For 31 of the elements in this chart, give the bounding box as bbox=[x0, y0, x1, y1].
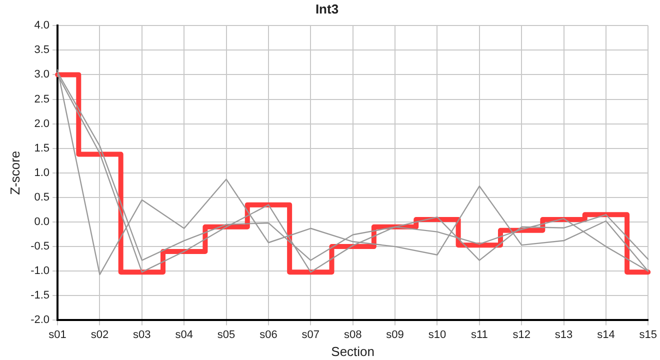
x-tick-label: s01 bbox=[48, 328, 66, 341]
x-axis-title: Section bbox=[331, 344, 375, 359]
x-tick-label: s04 bbox=[175, 328, 193, 341]
x-tick-label: s13 bbox=[554, 328, 573, 341]
y-tick-label: 3.5 bbox=[34, 44, 50, 56]
y-axis-title: Z-score bbox=[7, 150, 22, 195]
x-tick-label: s06 bbox=[260, 328, 278, 341]
x-tick-label: s15 bbox=[639, 328, 658, 341]
x-tick-label: s02 bbox=[90, 328, 109, 341]
y-tick-label: 2.5 bbox=[34, 93, 50, 106]
y-tick-label: -0.5 bbox=[30, 240, 50, 253]
y-tick-label: 2.0 bbox=[34, 118, 50, 130]
x-tick-label: s08 bbox=[344, 328, 362, 341]
x-tick-label: s03 bbox=[133, 328, 151, 341]
y-tick-label: 3.0 bbox=[34, 68, 50, 81]
y-tick-label: 0.5 bbox=[34, 191, 50, 204]
y-tick-label: 0.0 bbox=[34, 216, 50, 228]
chart-title: Int3 bbox=[315, 1, 339, 16]
y-tick-label: 4.0 bbox=[34, 20, 50, 32]
y-tick-label: -1.0 bbox=[30, 265, 50, 278]
x-tick-label: s14 bbox=[597, 328, 615, 341]
x-tick-label: s10 bbox=[428, 328, 446, 341]
y-tick-label: 1.5 bbox=[34, 142, 50, 154]
x-tick-label: s07 bbox=[302, 328, 320, 341]
y-tick-label: 1.0 bbox=[34, 166, 50, 179]
x-tick-label: s12 bbox=[512, 328, 530, 341]
x-tick-label: s05 bbox=[217, 328, 236, 341]
x-tick-label: s09 bbox=[386, 328, 404, 341]
y-tick-label: -2.0 bbox=[30, 314, 50, 326]
x-tick-label: s11 bbox=[470, 328, 488, 341]
y-tick-label: -1.5 bbox=[30, 290, 50, 302]
